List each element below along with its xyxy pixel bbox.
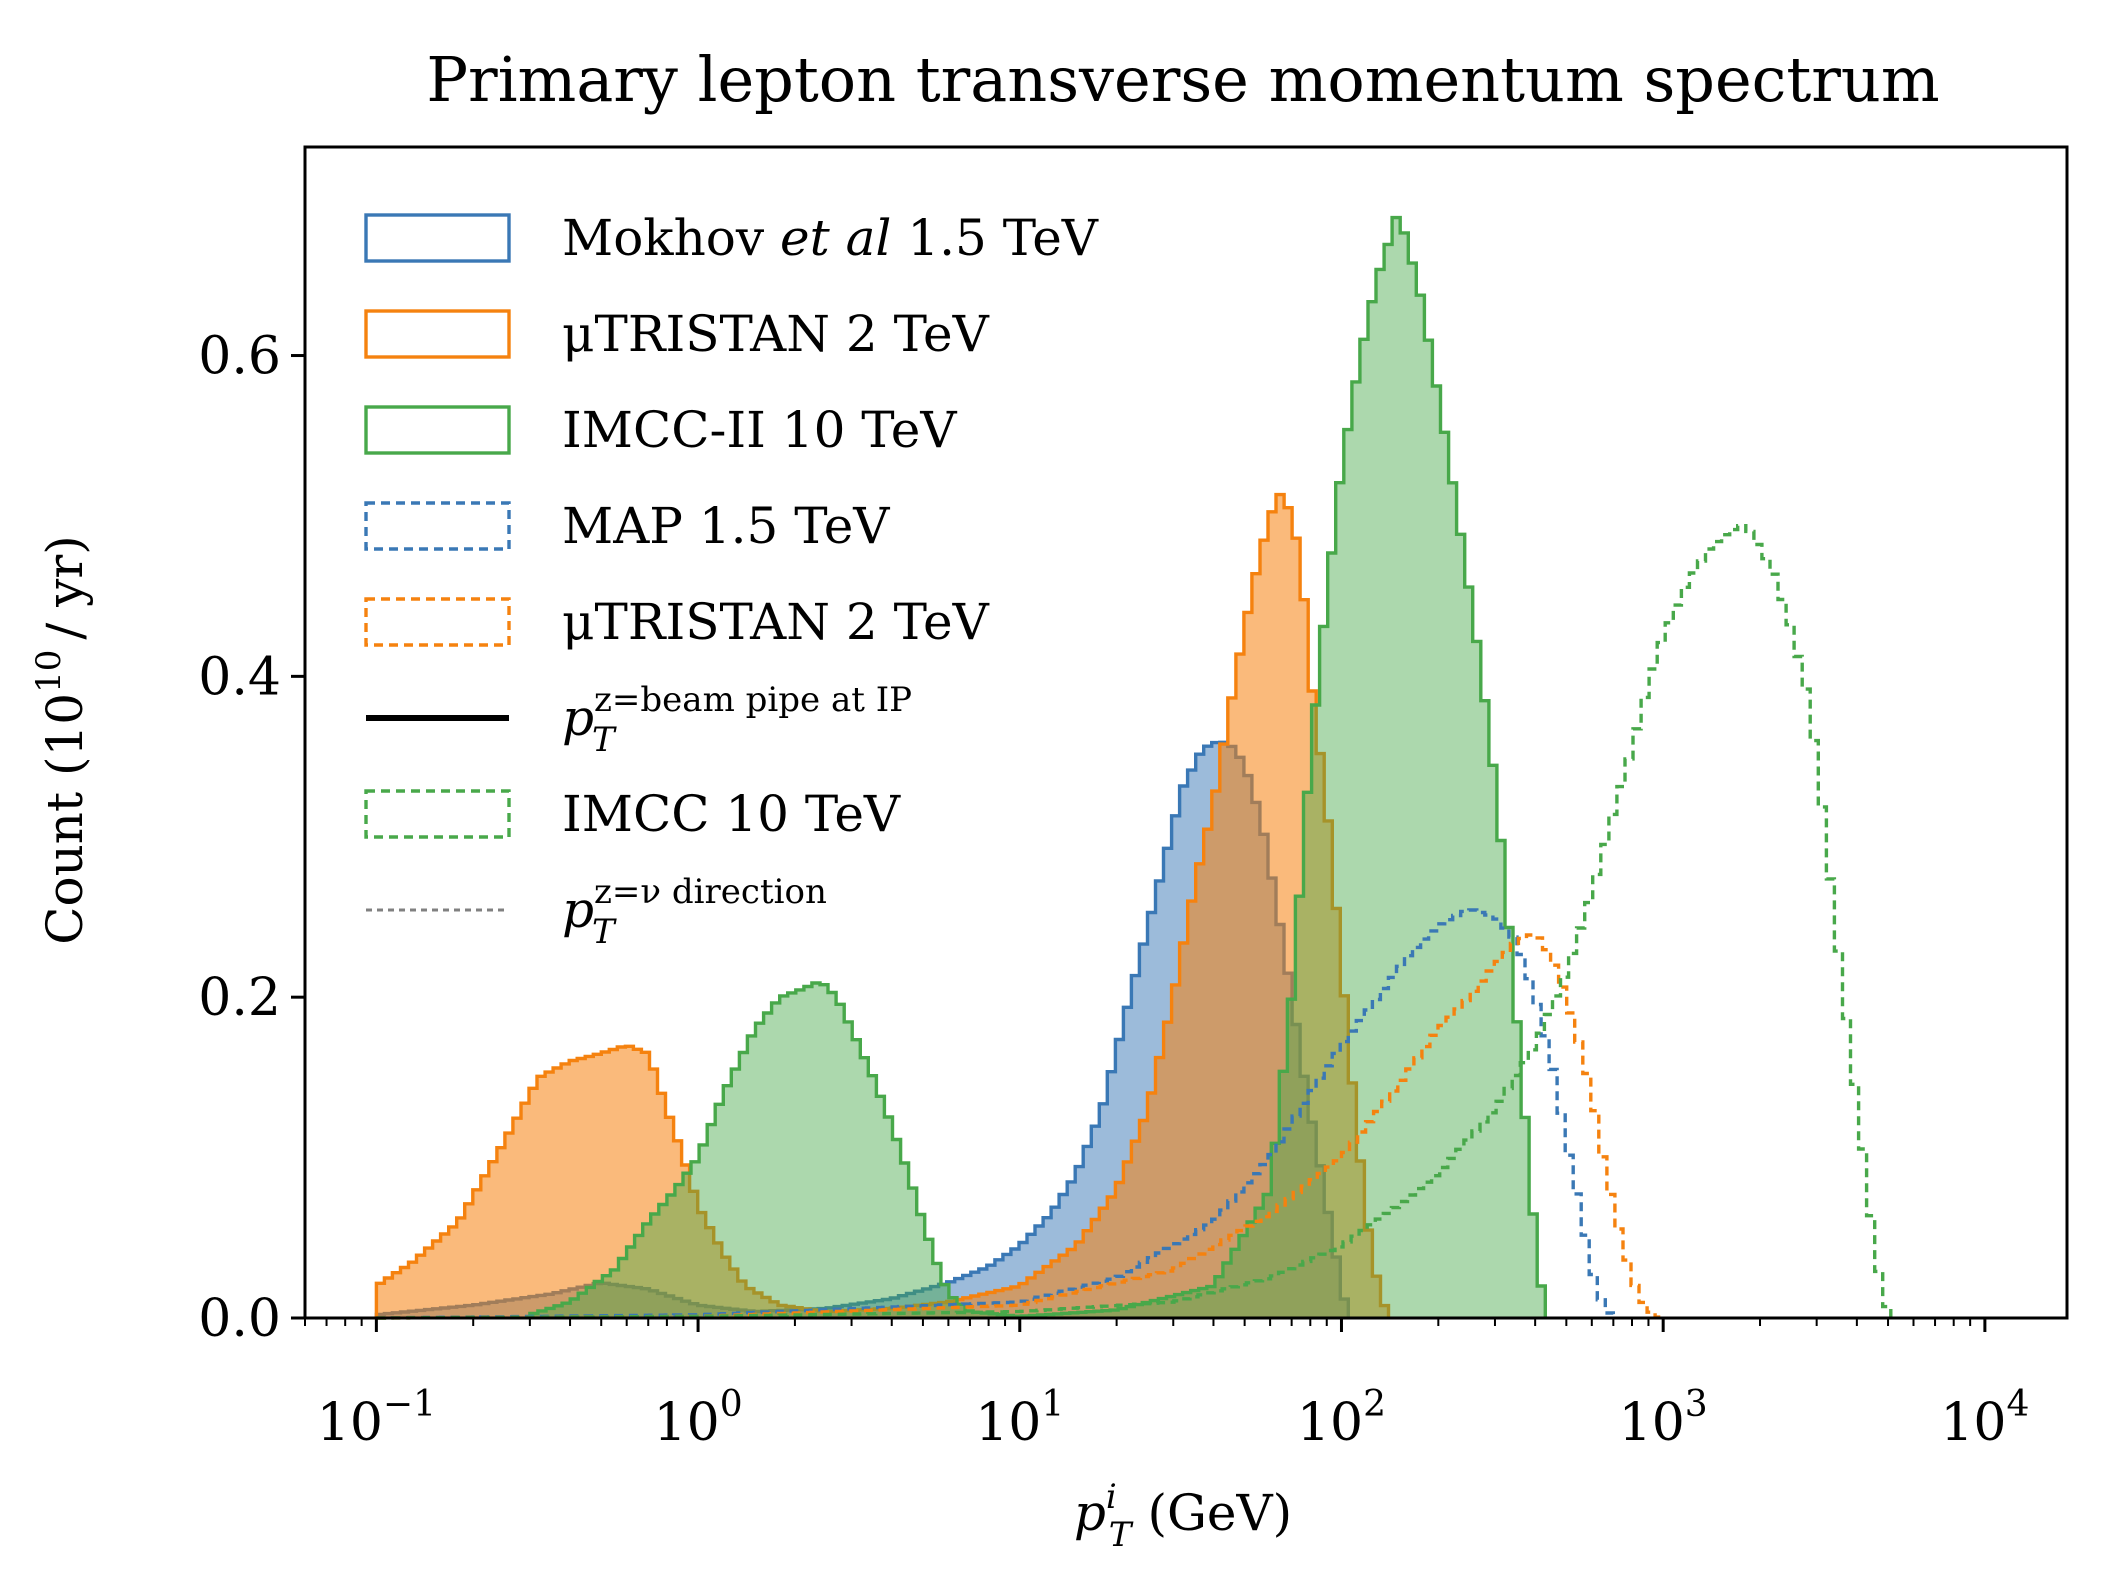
legend-label: IMCC-II 10 TeV (562, 401, 957, 459)
series-2 (528, 215, 1547, 1319)
legend-label-part: MAP 1.5 TeV (562, 497, 890, 555)
x-axis: 10−1 100 101 102 103 104 (304, 1318, 2029, 1453)
y-axis-label: Count (1010 / yr) (29, 535, 94, 945)
x-axis-label-sub: T (1109, 1515, 1134, 1555)
x-axis-label-unit: (GeV) (1147, 1484, 1292, 1542)
legend-label: Mokhov et al 1.5 TeV (562, 209, 1099, 267)
x-tick-label: 104 (1940, 1384, 2029, 1453)
legend-label: μTRISTAN 2 TeV (562, 305, 990, 363)
legend-label-part: p (562, 881, 594, 939)
legend-label-part: 1.5 TeV (891, 209, 1098, 267)
x-tick-exp: 3 (1685, 1384, 1708, 1425)
legend-label-part: et al (780, 209, 891, 267)
legend-label-sub: T (592, 912, 617, 952)
legend-swatch (364, 405, 511, 455)
legend-item-mutristan_nu: μTRISTAN 2 TeV (364, 593, 990, 651)
legend-label-part: μTRISTAN 2 TeV (562, 305, 990, 363)
legend-label-part: Mokhov (562, 209, 780, 267)
x-tick-base: 10 (1297, 1393, 1363, 1453)
x-tick-label: 10−1 (317, 1384, 436, 1453)
x-axis-label-var: p (1074, 1484, 1106, 1542)
legend-label-sub: T (592, 720, 617, 760)
x-tick-base: 10 (975, 1393, 1041, 1453)
x-tick-label: 102 (1297, 1384, 1386, 1453)
legend-item-map_nu: MAP 1.5 TeV (364, 497, 890, 555)
legend-item-mutristan_bp: μTRISTAN 2 TeV (364, 305, 990, 363)
x-tick-exp: −1 (383, 1384, 436, 1425)
x-tick-exp: 0 (720, 1384, 743, 1425)
chart-title: Primary lepton transverse momentum spect… (426, 43, 1939, 116)
legend-item-frame_bp: pz=beam pipe at IP T (366, 680, 912, 760)
legend-swatch (364, 309, 511, 359)
legend-label-sup: z=beam pipe at IP (594, 680, 912, 720)
legend-swatch (364, 597, 511, 647)
x-tick-base: 10 (1940, 1393, 2006, 1453)
legend-label: IMCC 10 TeV (562, 785, 901, 843)
x-tick-label: 101 (975, 1384, 1064, 1453)
legend-swatch (364, 501, 511, 551)
x-tick-exp: 4 (2007, 1384, 2030, 1425)
y-tick-label: 0.2 (198, 968, 281, 1028)
legend-label: pz=ν direction T (562, 872, 827, 952)
legend-swatch (364, 789, 511, 839)
series-2-outline (528, 215, 1547, 1318)
x-tick-exp: 2 (1363, 1384, 1386, 1425)
series-5 (376, 524, 1893, 1320)
legend-label-part: IMCC-II 10 TeV (562, 401, 957, 459)
legend-item-mokhov_bp: Mokhov et al 1.5 TeV (364, 209, 1099, 267)
legend-swatch (364, 213, 511, 263)
legend-label-part: p (562, 689, 594, 747)
y-tick-label: 0.4 (198, 647, 281, 707)
y-tick-label: 0.0 (198, 1289, 281, 1349)
x-tick-label: 100 (654, 1384, 743, 1453)
y-tick-label: 0.6 (198, 327, 281, 387)
legend-label-sup: z=ν direction (594, 872, 827, 912)
legend-label: μTRISTAN 2 TeV (562, 593, 990, 651)
series-1-fill (376, 494, 1389, 1319)
legend-item-imcc_nu: IMCC 10 TeV (364, 785, 901, 843)
x-tick-base: 10 (317, 1393, 383, 1453)
x-tick-base: 10 (654, 1393, 720, 1453)
y-axis-label-post: / yr) (36, 535, 94, 639)
x-tick-base: 10 (1619, 1393, 1685, 1453)
series-0-fill (376, 742, 1349, 1318)
legend-label-part: μTRISTAN 2 TeV (562, 593, 990, 651)
series-5-outline (376, 524, 1893, 1320)
x-tick-exp: 1 (1041, 1384, 1064, 1425)
y-axis: 0.0 0.2 0.4 0.6 (198, 327, 305, 1349)
x-tick-label: 103 (1619, 1384, 1708, 1453)
x-axis-label-sup: i (1106, 1477, 1117, 1517)
legend-item-frame_nu: pz=ν direction T (366, 872, 827, 952)
histogram-layer (374, 215, 1893, 1320)
y-axis-label-pre: Count (10 (36, 693, 94, 945)
legend: Mokhov et al 1.5 TeV μTRISTAN 2 TeV IMCC-I… (364, 209, 1099, 952)
series-2-fill (529, 217, 1546, 1319)
legend-label: pz=beam pipe at IP T (562, 680, 912, 760)
legend-item-imcc_bp: IMCC-II 10 TeV (364, 401, 957, 459)
x-axis-label: pi T (GeV) (1074, 1477, 1292, 1555)
y-axis-label-sup: 10 (29, 650, 69, 693)
legend-label-part: IMCC 10 TeV (562, 785, 901, 843)
plot-frame (303, 145, 2069, 1320)
legend-label: MAP 1.5 TeV (562, 497, 890, 555)
